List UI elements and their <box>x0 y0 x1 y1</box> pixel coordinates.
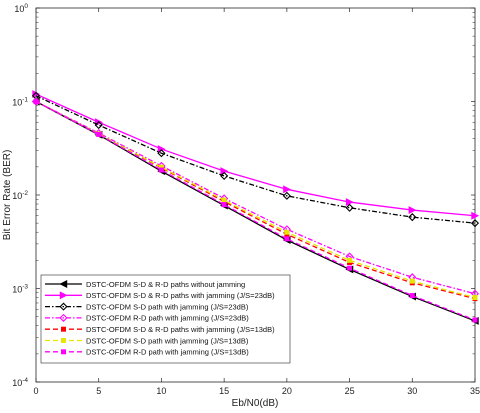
legend: DSTC-OFDM S-D & R-D paths without jammin… <box>40 274 291 364</box>
series-line <box>35 100 476 295</box>
x-tick-label: 25 <box>345 386 355 396</box>
data-point <box>96 131 102 137</box>
data-point <box>471 211 480 220</box>
x-tick-label: 35 <box>470 386 480 396</box>
data-point <box>158 167 164 173</box>
data-point <box>472 317 478 323</box>
legend-entry: DSTC-OFDM S-D & R-D paths with jamming (… <box>45 325 275 334</box>
legend-label: DSTC-OFDM S-D path with jamming (J/S=13d… <box>86 336 249 345</box>
data-point <box>472 295 478 301</box>
legend-marker <box>59 313 68 322</box>
data-point <box>221 202 227 208</box>
data-point <box>345 203 354 212</box>
data-point <box>283 185 292 194</box>
legend-box <box>40 274 291 364</box>
series-layer <box>31 90 480 325</box>
legend-entry: DSTC-OFDM S-D & R-D paths without jammin… <box>45 280 245 289</box>
y-tick-label: 10-3 <box>12 284 28 295</box>
legend-label: DSTC-OFDM S-D path with jamming (J/S=23d… <box>86 302 249 311</box>
data-point <box>284 229 290 235</box>
x-tick-label: 0 <box>33 386 38 396</box>
y-tick-label: 10-4 <box>12 377 28 388</box>
data-point <box>157 149 166 158</box>
data-point <box>408 206 417 215</box>
legend-items: DSTC-OFDM S-D & R-D paths without jammin… <box>45 280 275 357</box>
x-tick-label: 30 <box>407 386 417 396</box>
legend-entry: DSTC-OFDM S-D path with jamming (J/S=13d… <box>45 336 249 345</box>
data-point <box>347 265 353 271</box>
data-point <box>94 120 103 130</box>
legend-marker <box>59 280 68 288</box>
x-tick-label: 15 <box>219 386 229 396</box>
data-point <box>470 219 480 228</box>
x-tick-label: 20 <box>282 386 292 396</box>
x-axis-label: Eb/N0(dB) <box>232 398 279 409</box>
data-point <box>220 171 229 180</box>
y-tick-label: 10-2 <box>12 190 28 201</box>
y-tick-label: 10-1 <box>12 97 28 108</box>
series-line <box>35 93 476 217</box>
data-point <box>221 197 227 203</box>
series-7 <box>33 99 478 323</box>
series-3 <box>31 91 480 228</box>
x-tick-label: 10 <box>156 386 166 396</box>
series-line <box>35 100 476 321</box>
legend-label: DSTC-OFDM S-D & R-D paths without jammin… <box>86 280 245 289</box>
legend-marker <box>60 349 66 355</box>
data-point <box>408 213 417 222</box>
data-point <box>409 293 415 299</box>
data-point <box>409 278 415 284</box>
legend-marker <box>60 337 66 343</box>
data-point <box>282 191 291 200</box>
x-tick-labels: 0 5 10 15 20 25 30 35 <box>33 386 480 396</box>
y-tick-labels: 100 10-1 10-2 10-3 10-4 <box>12 3 28 388</box>
legend-entry: DSTC-OFDM R-D path with jamming (J/S=23d… <box>45 314 249 323</box>
y-axis-label: Bit Error Rate (BER) <box>2 150 13 241</box>
legend-label: DSTC-OFDM S-D & R-D paths with jamming (… <box>86 291 275 300</box>
series-line <box>35 95 476 224</box>
x-tick-label: 5 <box>96 386 101 396</box>
legend-marker <box>59 291 68 300</box>
legend-marker <box>60 326 66 332</box>
y-tick-label: 100 <box>14 3 28 14</box>
legend-label: DSTC-OFDM R-D path with jamming (J/S=13d… <box>86 348 249 357</box>
data-point <box>284 236 290 242</box>
data-point <box>33 99 39 105</box>
series-line <box>35 100 476 299</box>
legend-label: DSTC-OFDM S-D & R-D paths with jamming (… <box>86 325 275 334</box>
legend-label: DSTC-OFDM R-D path with jamming (J/S=23d… <box>86 314 249 323</box>
legend-marker <box>59 302 68 311</box>
legend-entry: DSTC-OFDM S-D path with jamming (J/S=23d… <box>45 302 249 311</box>
legend-entry: DSTC-OFDM R-D path with jamming (J/S=13d… <box>45 348 249 357</box>
legend-entry: DSTC-OFDM S-D & R-D paths with jamming (… <box>45 291 275 300</box>
data-point <box>157 145 166 154</box>
data-point <box>347 257 353 263</box>
